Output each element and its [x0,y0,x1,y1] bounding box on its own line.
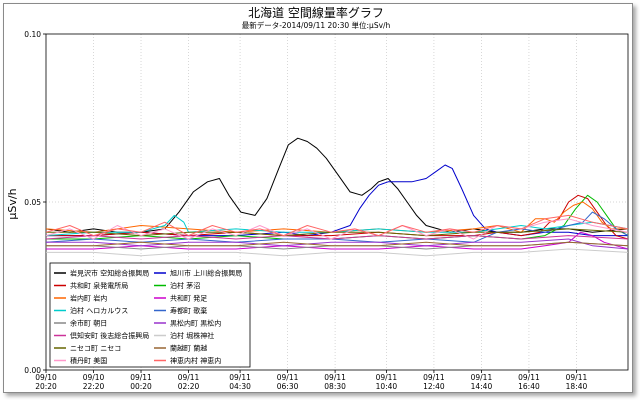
x-tick-date: 09/11 [423,373,445,382]
legend-label: 神恵内村 神恵内 [170,356,221,365]
x-tick-time: 12:40 [423,382,445,391]
legend-label: 積丹町 美国 [70,356,107,365]
series-line [46,248,629,257]
legend-label: 倶知安町 後志総合振興局 [70,331,149,340]
y-tick-label: 0.10 [24,30,41,39]
legend-label: 共和町 発足 [170,294,207,303]
legend-label: 旭川市 上川総合振興局 [170,269,242,278]
legend-box [49,262,251,368]
series-line [45,214,629,237]
legend-label: 寿都町 歌棄 [170,306,207,315]
x-tick-time: 10:40 [376,382,398,391]
x-tick-date: 09/11 [130,373,152,382]
legend-label: 岩見沢市 空知総合振興局 [70,269,149,278]
series-line [45,201,628,233]
series-lines [45,137,629,257]
y-tick-labels: 0.00 0.05 0.10 [24,30,46,375]
x-tick-date: 09/11 [229,373,251,382]
x-tick-date: 09/11 [178,373,200,382]
y-tick-label: 0.00 [24,366,41,375]
y-tick-label: 0.05 [24,198,41,207]
series-line [46,238,629,250]
legend-label: 蘭越町 蘭越 [170,344,207,353]
radiation-line-chart: 北海道 空間線量率グラフ 最新データ-2014/09/11 20:30 単位:μ… [6,5,629,391]
chart-title: 北海道 空間線量率グラフ [248,5,384,20]
y-axis-label: μSv/h [6,188,19,219]
x-tick-date: 09/11 [566,373,588,382]
chart-frame: 北海道 空間線量率グラフ 最新データ-2014/09/11 20:30 単位:μ… [3,3,633,393]
x-tick-time: 00:20 [130,382,152,391]
x-tick-labels: 09/1020:2009/1022:2009/1100:2009/1102:20… [35,370,587,391]
x-tick-date: 09/11 [277,373,299,382]
legend-label: 泊村 ヘロカルウス [70,306,128,315]
x-tick-time: 22:20 [83,382,105,391]
x-tick-time: 14:40 [471,382,493,391]
x-tick-time: 04:30 [229,382,251,391]
legend-label: 泊村 茅沼 [170,281,200,290]
x-tick-date: 09/11 [324,373,346,382]
chart-subtitle: 最新データ-2014/09/11 20:30 単位:μSv/h [242,20,391,30]
x-tick-date: 09/11 [376,373,398,382]
x-tick-time: 02:20 [178,382,200,391]
x-tick-date: 09/11 [518,373,540,382]
series-line [45,137,629,233]
legend-label: 共和町 泉発電所局 [70,281,128,290]
x-tick-date: 09/11 [471,373,493,382]
legend-label: 岩内町 岩内 [70,294,107,303]
series-line [46,241,629,247]
x-tick-time: 20:20 [35,382,57,391]
x-tick-time: 18:40 [566,382,588,391]
series-line [46,164,628,237]
legend-label: ニセコ町 ニセコ [70,345,121,353]
x-tick-time: 16:40 [518,382,540,391]
x-tick-date: 09/10 [83,373,105,382]
x-tick-time: 06:30 [277,382,299,391]
legend-label: 黒松内町 黒松内 [170,319,221,328]
x-tick-time: 08:30 [324,382,346,391]
legend-label: 余市町 朝日 [70,319,107,328]
series-line [46,194,629,240]
x-tick-date: 09/10 [35,373,57,382]
legend-label: 泊村 堀株神社 [170,331,214,340]
